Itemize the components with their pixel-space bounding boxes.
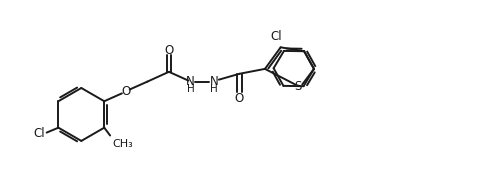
Text: Cl: Cl (269, 30, 281, 43)
Text: N: N (209, 75, 218, 88)
Text: N: N (186, 75, 194, 88)
Text: O: O (234, 92, 244, 105)
Text: S: S (294, 80, 302, 93)
Text: O: O (164, 44, 173, 57)
Text: H: H (186, 85, 194, 94)
Text: CH₃: CH₃ (112, 139, 133, 149)
Text: H: H (210, 85, 218, 94)
Text: Cl: Cl (33, 127, 44, 140)
Text: O: O (121, 85, 130, 98)
